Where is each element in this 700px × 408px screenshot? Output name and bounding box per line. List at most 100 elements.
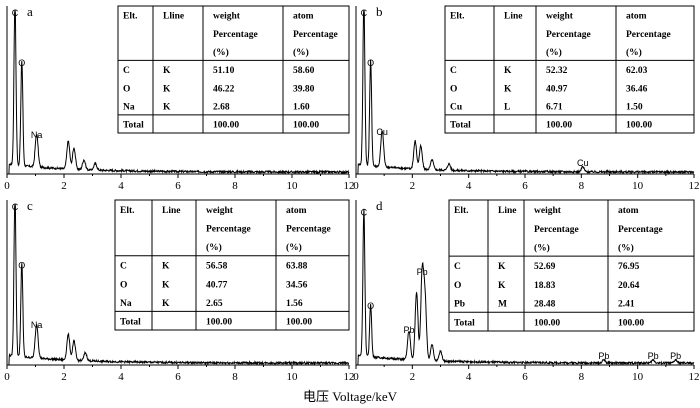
table-cell: C: [123, 66, 130, 76]
table-cell: 100.00: [206, 317, 232, 327]
table-cell: 1.56: [286, 299, 303, 309]
spectrum-line: [7, 9, 350, 175]
peak-label: Pb: [403, 325, 414, 335]
table-cell: Na: [123, 102, 135, 112]
table-header-cell: atom: [626, 12, 647, 22]
table-cell: O: [120, 280, 127, 290]
table-header-cell: Elt.: [123, 12, 138, 22]
x-tick-label: 0: [353, 371, 359, 383]
composition-table: Elt. Line weight atom Percentage Percentage (%…: [448, 199, 695, 332]
table-cell: K: [162, 262, 170, 272]
table-header-cell: Percentage: [534, 225, 579, 235]
x-tick-label: 6: [175, 371, 181, 383]
table-cell: 40.97: [546, 84, 568, 94]
table-header-cell: weight: [213, 12, 241, 22]
peak-label: C: [361, 207, 368, 217]
table-cell: 36.46: [626, 84, 648, 94]
peak-label: O: [18, 261, 25, 271]
table-cell: Cu: [450, 102, 463, 112]
table-cell: 34.56: [286, 280, 308, 290]
table-header-cell: Percentage: [626, 30, 671, 40]
panel-label: a: [27, 4, 33, 19]
x-tick-label: 2: [61, 371, 67, 383]
peak-label: C: [361, 8, 368, 18]
table-cell: 28.48: [534, 300, 556, 310]
composition-table: Elt. Line weight atom Percentage Percentage (%…: [114, 199, 350, 331]
table-header-cell: Percentage: [293, 30, 338, 40]
x-tick-label: 4: [466, 371, 472, 383]
table-cell: K: [504, 66, 512, 76]
peak-label: Na: [31, 320, 43, 330]
peak-label: Cu: [376, 127, 388, 137]
x-tick-label: 6: [522, 371, 528, 383]
panel-label: b: [376, 4, 383, 19]
table-cell: O: [123, 84, 130, 94]
x-tick-label: 8: [232, 371, 238, 383]
table-header-cell: Line: [504, 12, 522, 22]
table-cell: Total: [450, 121, 471, 131]
table-header-cell: Percentage: [546, 30, 591, 40]
x-tick-label: 12: [344, 180, 355, 192]
table-header-cell: Line: [498, 206, 516, 216]
table-cell: 100.00: [213, 121, 239, 131]
x-tick-label: 8: [579, 180, 585, 192]
table-cell: 100.00: [546, 121, 572, 131]
table-header-cell: (%): [206, 242, 222, 253]
composition-table: Elt. Line weight atom Percentage Percentage (%…: [444, 5, 695, 134]
spectrum-line: [356, 9, 695, 175]
peak-label: Cu: [577, 158, 589, 168]
table-cell: K: [504, 84, 512, 94]
table-header-cell: (%): [286, 242, 302, 253]
peak-label: Pb: [648, 351, 659, 361]
table-cell: 2.68: [213, 102, 230, 112]
table-border: [114, 199, 350, 331]
x-tick-label: 4: [466, 180, 472, 192]
table-cell: O: [454, 281, 461, 291]
peak-label: C: [12, 202, 19, 212]
table-cell: 1.60: [293, 102, 310, 112]
table-header-cell: (%): [293, 47, 309, 58]
peak-label: O: [367, 301, 374, 311]
table-cell: C: [450, 66, 457, 76]
table-header-cell: (%): [546, 47, 562, 58]
panel-label: d: [376, 198, 383, 213]
x-tick-label: 0: [353, 180, 359, 192]
table-header-cell: atom: [286, 206, 307, 216]
peak-label: Pb: [417, 267, 428, 277]
x-tick-label: 10: [287, 371, 299, 383]
table-header-cell: Percentage: [618, 225, 663, 235]
table-cell: 51.10: [213, 66, 235, 76]
table-cell: K: [163, 102, 171, 112]
table-cell: 40.77: [206, 280, 228, 290]
table-cell: C: [120, 262, 127, 272]
table-cell: K: [163, 84, 171, 94]
table-cell: 39.80: [293, 84, 315, 94]
table-header-cell: (%): [618, 243, 634, 254]
x-tick-label: 12: [689, 371, 700, 383]
table-border: [448, 199, 695, 332]
table-header-cell: Elt.: [454, 206, 469, 216]
x-tick-label: 10: [287, 180, 299, 192]
table-cell: 1.50: [626, 102, 643, 112]
spectrum-line: [7, 203, 350, 366]
x-tick-label: 12: [344, 371, 355, 383]
table-cell: 100.00: [286, 317, 312, 327]
table-header-cell: (%): [213, 47, 229, 58]
x-tick-label: 10: [632, 371, 644, 383]
table-cell: Total: [454, 318, 475, 328]
x-tick-label: 4: [118, 180, 124, 192]
table-cell: 52.69: [534, 262, 556, 272]
table-header-cell: Percentage: [213, 30, 258, 40]
table-cell: Na: [120, 299, 132, 309]
table-cell: 6.71: [546, 102, 563, 112]
peak-label: O: [367, 58, 374, 68]
table-cell: 18.83: [534, 281, 556, 291]
table-cell: 2.65: [206, 299, 223, 309]
table-header-cell: atom: [618, 206, 639, 216]
table-header-cell: weight: [206, 206, 234, 216]
table-cell: 76.95: [618, 262, 640, 272]
